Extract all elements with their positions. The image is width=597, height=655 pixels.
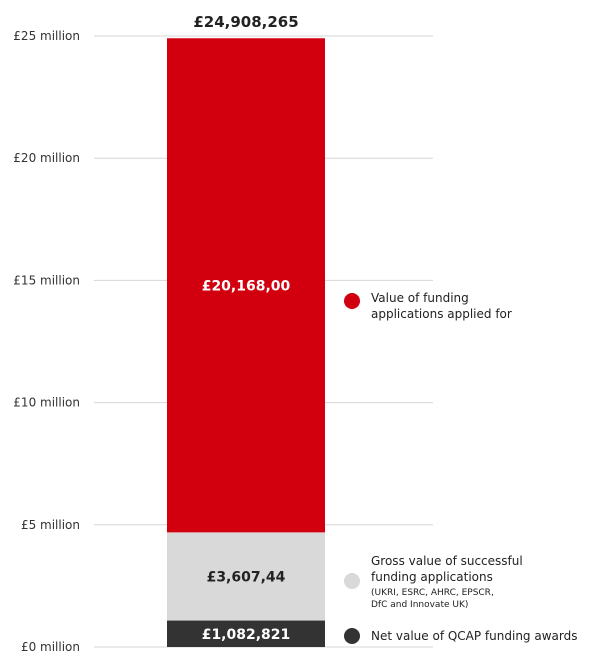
y-tick-label: £0 million	[21, 640, 80, 654]
y-tick-label: £25 million	[13, 29, 80, 43]
legend-sublabel: DfC and Innovate UK)	[371, 600, 468, 610]
legend-label: Gross value of successful	[371, 554, 523, 568]
bar-segment-value-label: £20,168,00	[202, 278, 291, 294]
legend-swatch	[344, 573, 360, 589]
bar-segment	[167, 620, 325, 647]
legend-label: funding applications	[371, 570, 493, 584]
legend-label: applications applied for	[371, 307, 512, 321]
legend-sublabel: (UKRI, ESRC, AHRC, EPSCR,	[371, 588, 494, 598]
bar-segment-value-label: £3,607,44	[207, 569, 286, 585]
legend-swatch	[344, 628, 360, 644]
y-tick-label: £15 million	[13, 273, 80, 287]
bar-segment-value-label: £1,082,821	[202, 627, 291, 643]
y-tick-label: £10 million	[13, 396, 80, 410]
total-value-label: £24,908,265	[193, 13, 298, 31]
y-tick-label: £5 million	[21, 518, 80, 532]
bar-segment	[167, 532, 325, 621]
bar-segment	[167, 38, 325, 533]
legend-label: Net value of QCAP funding awards	[371, 629, 577, 643]
y-tick-label: £20 million	[13, 151, 80, 165]
legend-swatch	[344, 293, 360, 309]
legend-label: Value of funding	[371, 291, 469, 305]
